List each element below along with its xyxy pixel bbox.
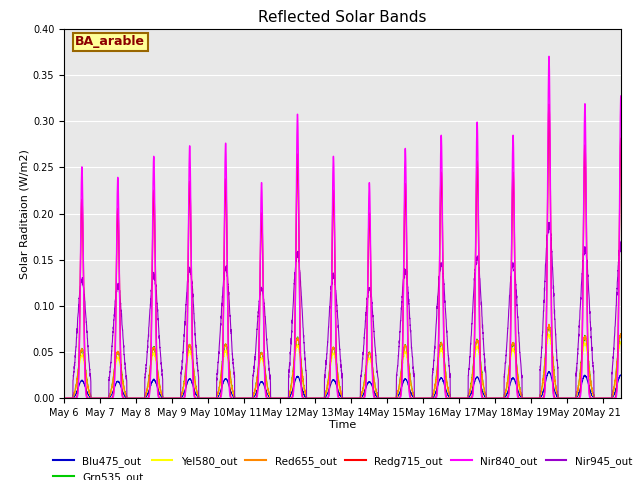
Nir840_out bbox=[60, 396, 68, 401]
Yel580_out bbox=[552, 387, 560, 393]
Blu475_out bbox=[373, 394, 381, 399]
Red655_out bbox=[545, 321, 553, 327]
Nir945_out bbox=[546, 219, 554, 225]
Nir945_out bbox=[552, 345, 560, 351]
Blu475_out bbox=[60, 396, 68, 401]
Grn535_out bbox=[545, 322, 553, 328]
Yel580_out bbox=[373, 391, 381, 396]
Blu475_out bbox=[509, 375, 517, 381]
Red655_out bbox=[635, 396, 640, 401]
Red655_out bbox=[60, 396, 68, 401]
Grn535_out bbox=[404, 352, 412, 358]
Yel580_out bbox=[509, 346, 517, 351]
Red655_out bbox=[509, 340, 517, 346]
Grn535_out bbox=[552, 386, 560, 392]
Yel580_out bbox=[179, 386, 187, 392]
Line: Nir840_out: Nir840_out bbox=[64, 56, 639, 398]
Red655_out bbox=[552, 387, 560, 393]
Nir840_out bbox=[635, 396, 640, 401]
Blu475_out bbox=[635, 396, 640, 401]
Text: BA_arable: BA_arable bbox=[75, 36, 145, 48]
Nir945_out bbox=[635, 396, 640, 401]
Yel580_out bbox=[635, 396, 640, 401]
Yel580_out bbox=[60, 396, 68, 401]
Blu475_out bbox=[545, 369, 552, 375]
Nir840_out bbox=[545, 53, 553, 59]
Y-axis label: Solar Raditaion (W/m2): Solar Raditaion (W/m2) bbox=[20, 149, 30, 278]
Redg715_out bbox=[552, 396, 560, 401]
Red655_out bbox=[404, 354, 412, 360]
Grn535_out bbox=[538, 388, 545, 394]
Line: Nir945_out: Nir945_out bbox=[64, 222, 639, 398]
Redg715_out bbox=[60, 396, 68, 401]
Nir840_out bbox=[552, 396, 560, 401]
Grn535_out bbox=[179, 385, 187, 391]
Yel580_out bbox=[404, 358, 412, 363]
Redg715_out bbox=[404, 318, 412, 324]
Line: Red655_out: Red655_out bbox=[64, 324, 639, 398]
Grn535_out bbox=[60, 396, 68, 401]
Blu475_out bbox=[538, 393, 545, 399]
Blu475_out bbox=[552, 392, 560, 398]
Redg715_out bbox=[545, 101, 553, 107]
X-axis label: Time: Time bbox=[329, 420, 356, 430]
Nir945_out bbox=[179, 350, 187, 356]
Redg715_out bbox=[509, 169, 517, 175]
Redg715_out bbox=[635, 396, 640, 401]
Red655_out bbox=[538, 388, 545, 394]
Nir945_out bbox=[509, 261, 517, 267]
Red655_out bbox=[373, 391, 381, 396]
Redg715_out bbox=[373, 396, 381, 401]
Redg715_out bbox=[538, 396, 545, 401]
Nir945_out bbox=[404, 285, 412, 290]
Red655_out bbox=[179, 385, 187, 391]
Legend: Blu475_out, Grn535_out, Yel580_out, Red655_out, Redg715_out, Nir840_out, Nir945_: Blu475_out, Grn535_out, Yel580_out, Red6… bbox=[49, 452, 636, 480]
Nir945_out bbox=[538, 353, 545, 359]
Yel580_out bbox=[545, 331, 552, 337]
Line: Grn535_out: Grn535_out bbox=[64, 325, 639, 398]
Title: Reflected Solar Bands: Reflected Solar Bands bbox=[258, 10, 427, 25]
Nir840_out bbox=[373, 396, 381, 401]
Redg715_out bbox=[179, 396, 187, 401]
Grn535_out bbox=[373, 390, 381, 396]
Nir945_out bbox=[373, 365, 381, 371]
Grn535_out bbox=[635, 396, 640, 401]
Grn535_out bbox=[509, 340, 517, 346]
Blu475_out bbox=[404, 380, 412, 385]
Yel580_out bbox=[538, 390, 545, 396]
Nir840_out bbox=[404, 327, 412, 333]
Line: Redg715_out: Redg715_out bbox=[64, 104, 639, 398]
Line: Blu475_out: Blu475_out bbox=[64, 372, 639, 398]
Blu475_out bbox=[179, 392, 187, 398]
Nir840_out bbox=[509, 132, 517, 138]
Line: Yel580_out: Yel580_out bbox=[64, 334, 639, 398]
Nir840_out bbox=[538, 396, 545, 401]
Nir945_out bbox=[60, 396, 68, 401]
Nir840_out bbox=[179, 396, 187, 401]
